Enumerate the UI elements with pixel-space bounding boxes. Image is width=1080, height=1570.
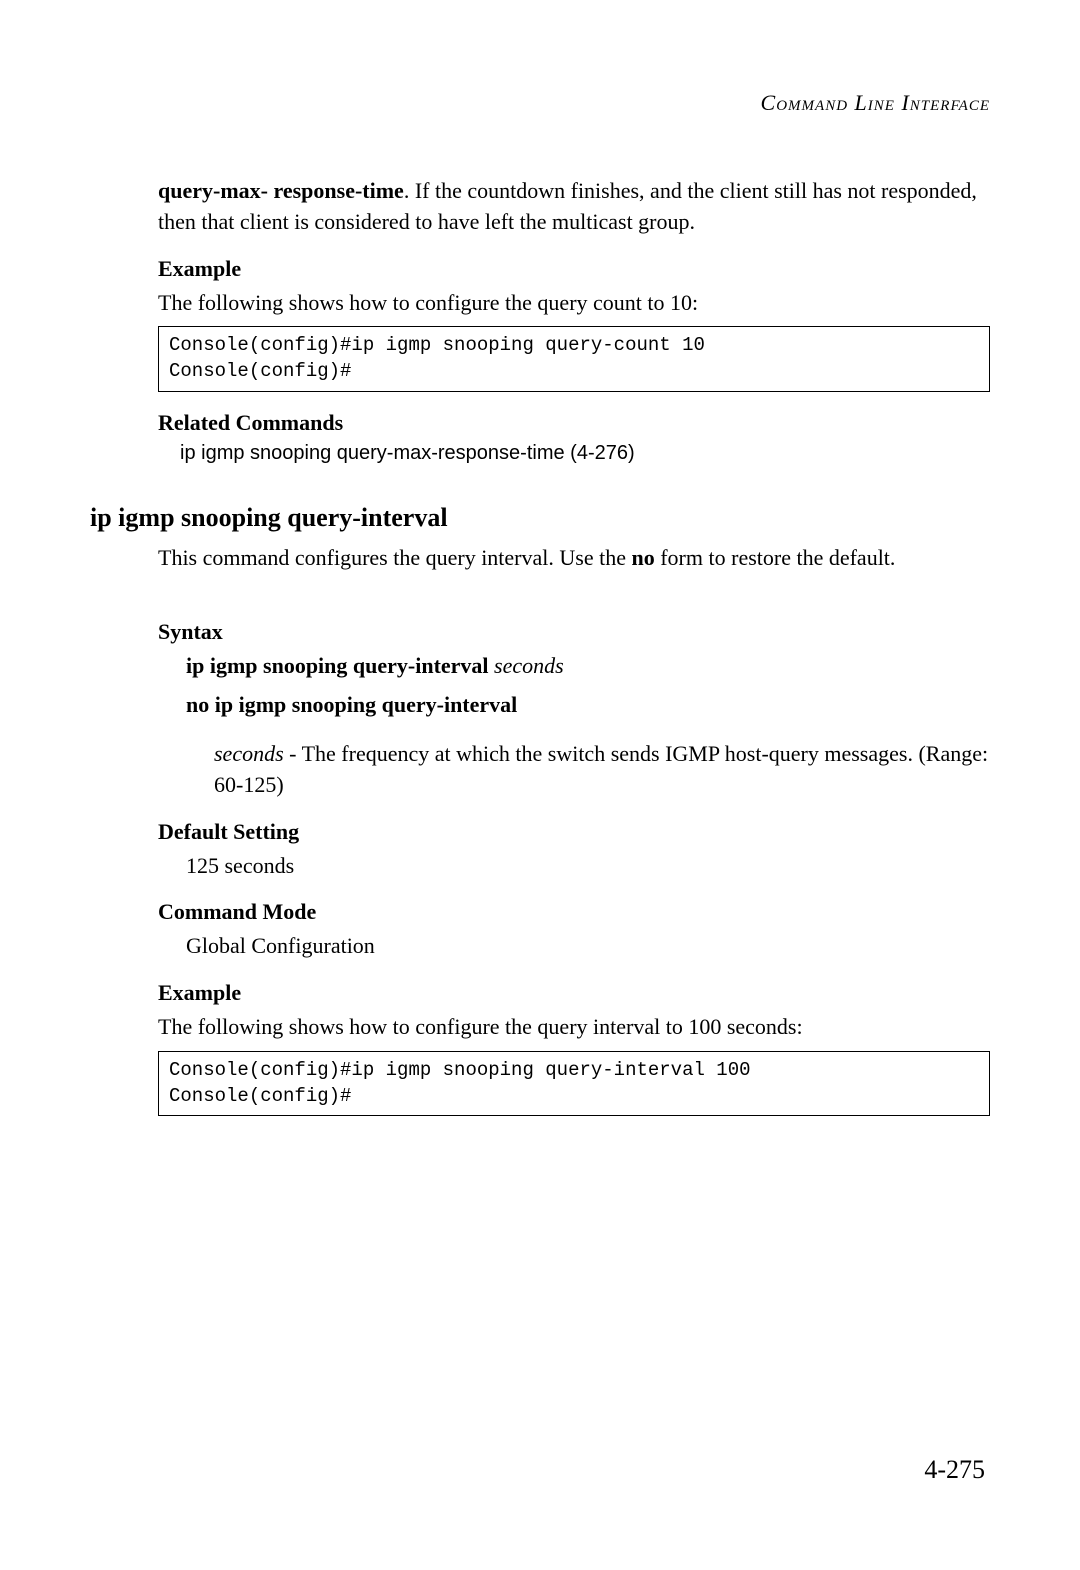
command-mode-section: Command Mode Global Configuration: [158, 899, 990, 962]
desc-bold-no: no: [631, 545, 654, 570]
para-query-max: query-max- response-time. If the countdo…: [158, 176, 990, 238]
syntax-cmd-italic: seconds: [489, 653, 564, 678]
related-commands-label: Related Commands: [158, 410, 990, 436]
syntax-param-name: seconds: [214, 741, 284, 766]
syntax-line-1: ip igmp snooping query-interval seconds: [186, 651, 990, 682]
default-setting-section: Default Setting 125 seconds: [158, 819, 990, 882]
command-mode-label: Command Mode: [158, 899, 990, 925]
syntax-line-2: no ip igmp snooping query-interval: [186, 690, 990, 721]
console-output-2: Console(config)#ip igmp snooping query-i…: [158, 1051, 990, 1116]
example-section-2: Example The following shows how to confi…: [158, 980, 990, 1116]
page-number: 4-275: [924, 1455, 985, 1485]
syntax-param-desc: - The frequency at which the switch send…: [214, 741, 988, 797]
page-content: Command Line Interface query-max- respon…: [0, 0, 1080, 1194]
paragraph-continuation: query-max- response-time. If the countdo…: [158, 176, 990, 238]
related-commands-section: Related Commands: [158, 410, 990, 436]
syntax-section: Syntax ip igmp snooping query-interval s…: [158, 619, 990, 800]
desc-part-b: form to restore the default.: [655, 545, 896, 570]
example-desc-2: The following shows how to configure the…: [158, 1012, 990, 1043]
syntax-cmd-bold: ip igmp snooping query-interval: [186, 653, 489, 678]
bold-term: query-max- response-time: [158, 178, 404, 203]
example-label-2: Example: [158, 980, 990, 1006]
page-header: Command Line Interface: [90, 90, 990, 116]
related-command-link: ip igmp snooping query-max-response-time…: [180, 442, 990, 465]
command-description: This command configures the query interv…: [158, 543, 990, 574]
console-output-1: Console(config)#ip igmp snooping query-c…: [158, 326, 990, 391]
command-mode-value: Global Configuration: [186, 931, 990, 962]
desc-text: This command configures the query interv…: [158, 543, 990, 574]
example-section-1: Example The following shows how to confi…: [158, 256, 990, 392]
syntax-label: Syntax: [158, 619, 990, 645]
example-desc-1: The following shows how to configure the…: [158, 288, 990, 319]
syntax-body: ip igmp snooping query-interval seconds …: [186, 651, 990, 800]
syntax-param: seconds - The frequency at which the swi…: [214, 739, 990, 801]
default-setting-value: 125 seconds: [186, 851, 990, 882]
command-section-title: ip igmp snooping query-interval: [90, 503, 990, 533]
default-setting-label: Default Setting: [158, 819, 990, 845]
example-label-1: Example: [158, 256, 990, 282]
desc-part-a: This command configures the query interv…: [158, 545, 631, 570]
